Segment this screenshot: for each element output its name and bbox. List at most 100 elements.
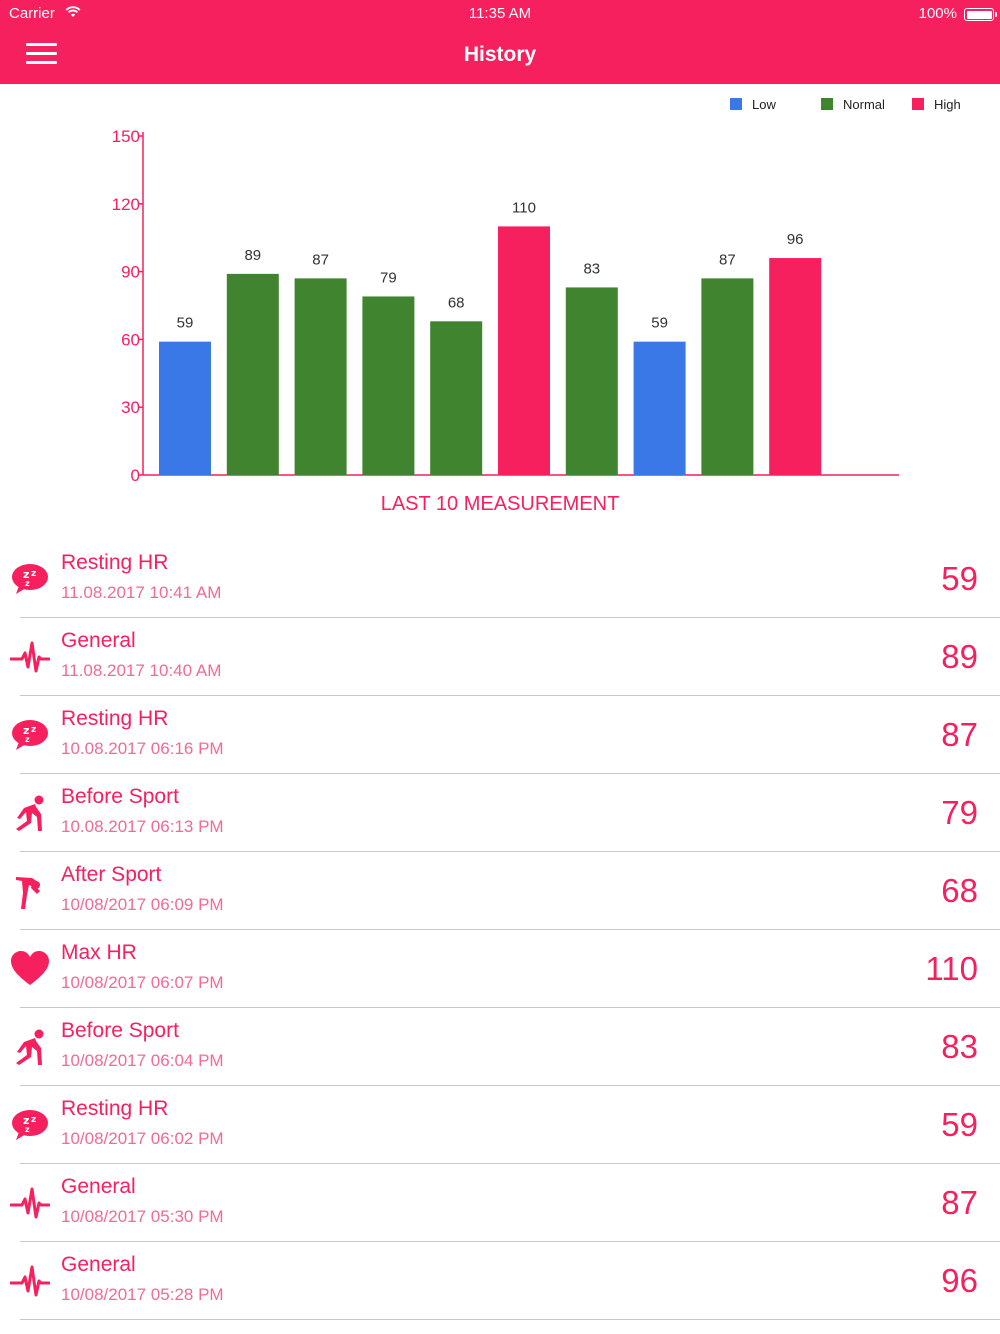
measurement-value: 59	[941, 560, 978, 597]
measurement-type: Resting HR	[61, 1097, 169, 1120]
measurement-row[interactable]: Before Sport 10/08/2017 06:04 PM 83	[0, 1008, 1000, 1086]
tired-runner-icon	[10, 871, 50, 911]
bar-value-label: 87	[312, 251, 329, 268]
pulse-line-icon	[9, 1261, 51, 1301]
hamburger-menu-icon[interactable]	[20, 37, 62, 71]
heart-icon	[10, 949, 50, 989]
measurement-bar-chart: 0 30 60 90 120 150 59 89 87 79 68 110 83 59 87 96 Low Nor…	[112, 97, 961, 485]
measurement-row[interactable]: General 11.08.2017 10:40 AM 89	[0, 618, 1000, 696]
y-tick-label: 120	[112, 195, 140, 214]
bar-value-label: 96	[787, 231, 804, 248]
measurement-row[interactable]: After Sport 10/08/2017 06:09 PM 68	[0, 852, 1000, 930]
svg-text:z: z	[23, 1114, 29, 1127]
bar-value-label: 59	[651, 315, 668, 332]
measurement-date: 10/08/2017 05:28 PM	[61, 1285, 224, 1304]
measurement-date: 10/08/2017 06:02 PM	[61, 1129, 224, 1148]
measurement-date: 10/08/2017 06:09 PM	[61, 895, 224, 914]
pulse-line-icon	[9, 637, 51, 677]
measurement-value: 79	[941, 794, 978, 831]
measurement-row[interactable]: Before Sport 10.08.2017 06:13 PM 79	[0, 774, 1000, 852]
measurement-type: General	[61, 1175, 136, 1198]
chart-title: LAST 10 MEASUREMENT	[380, 493, 620, 515]
y-tick-label: 30	[121, 398, 140, 417]
bar-value-label: 110	[512, 199, 536, 216]
bar-value-label: 59	[177, 315, 194, 332]
wifi-icon	[65, 6, 81, 17]
measurement-type: General	[61, 629, 136, 652]
y-tick-label: 0	[131, 466, 140, 485]
y-tick-label: 60	[121, 330, 140, 349]
measurement-date: 10/08/2017 05:30 PM	[61, 1207, 224, 1226]
bar-value-label: 89	[244, 247, 261, 264]
bar-normal	[226, 273, 279, 475]
legend-swatch-normal	[821, 98, 833, 110]
legend-swatch-low	[730, 98, 742, 110]
legend-label-low: Low	[752, 97, 776, 112]
measurement-row[interactable]: z z z Resting HR 11.08.2017 10:41 AM 59	[0, 540, 1000, 618]
battery-percent: 100%	[918, 5, 957, 22]
measurement-date: 11.08.2017 10:41 AM	[61, 583, 222, 602]
measurement-type: After Sport	[61, 863, 162, 886]
measurement-type: Max HR	[61, 941, 137, 964]
runner-start-icon	[10, 793, 50, 833]
measurement-value: 96	[941, 1262, 978, 1299]
svg-text:z: z	[25, 579, 30, 588]
svg-text:z: z	[25, 1125, 30, 1134]
bar-high	[769, 258, 822, 475]
legend-label-normal: Normal	[843, 97, 885, 112]
svg-text:z: z	[31, 1115, 36, 1125]
measurement-value: 89	[941, 638, 978, 675]
bar-value-label: 68	[448, 294, 465, 311]
svg-text:z: z	[25, 735, 30, 744]
measurement-date: 10/08/2017 06:07 PM	[61, 973, 224, 992]
measurement-value: 68	[941, 872, 978, 909]
bar-value-label: 79	[380, 269, 397, 286]
runner-start-icon	[10, 1027, 50, 1067]
measurement-row[interactable]: z z z Resting HR 10/08/2017 06:02 PM 59	[0, 1086, 1000, 1164]
status-bar: Carrier 11:35 AM 100%	[0, 0, 1000, 28]
measurement-type: Before Sport	[61, 785, 179, 808]
legend-swatch-high	[912, 98, 924, 110]
bar-value-label: 87	[719, 251, 736, 268]
bar-high	[498, 226, 550, 475]
measurement-date: 10.08.2017 06:13 PM	[61, 817, 224, 836]
measurement-value: 87	[941, 716, 978, 753]
bar-value-label: 83	[583, 260, 600, 277]
measurement-row[interactable]: General 10/08/2017 05:30 PM 87	[0, 1164, 1000, 1242]
measurement-value: 59	[941, 1106, 978, 1143]
measurement-date: 10/08/2017 06:04 PM	[61, 1051, 224, 1070]
bar-normal	[362, 296, 415, 475]
measurement-list: z z z Resting HR 11.08.2017 10:41 AM 59 Genera…	[0, 540, 1000, 1320]
y-tick-label: 150	[112, 127, 140, 146]
measurement-value: 83	[941, 1028, 978, 1065]
legend-label-high: High	[934, 97, 961, 112]
measurement-type: Resting HR	[61, 551, 169, 574]
pulse-line-icon	[9, 1183, 51, 1223]
measurement-row[interactable]: Max HR 10/08/2017 06:07 PM 110	[0, 930, 1000, 1008]
svg-text:z: z	[31, 725, 36, 735]
svg-text:z: z	[31, 569, 36, 579]
svg-text:z: z	[23, 568, 29, 581]
svg-text:z: z	[23, 724, 29, 737]
measurement-value: 87	[941, 1184, 978, 1221]
bar-low	[159, 341, 211, 475]
y-tick-label: 90	[121, 263, 140, 282]
measurement-type: General	[61, 1253, 136, 1276]
measurement-row[interactable]: z z z Resting HR 10.08.2017 06:16 PM 87	[0, 696, 1000, 774]
measurement-date: 10.08.2017 06:16 PM	[61, 739, 224, 758]
measurement-type: Before Sport	[61, 1019, 179, 1042]
bar-normal	[294, 278, 347, 475]
page-title: History	[463, 43, 537, 66]
measurement-date: 11.08.2017 10:40 AM	[61, 661, 222, 680]
bar-normal	[430, 321, 483, 475]
carrier-label: Carrier	[9, 5, 55, 22]
bar-low	[633, 341, 686, 475]
measurement-type: Resting HR	[61, 707, 169, 730]
measurement-row[interactable]: General 10/08/2017 05:28 PM 96	[0, 1242, 1000, 1320]
measurement-value: 110	[925, 950, 978, 987]
bar-normal	[565, 287, 618, 475]
status-time: 11:35 AM	[468, 5, 532, 22]
